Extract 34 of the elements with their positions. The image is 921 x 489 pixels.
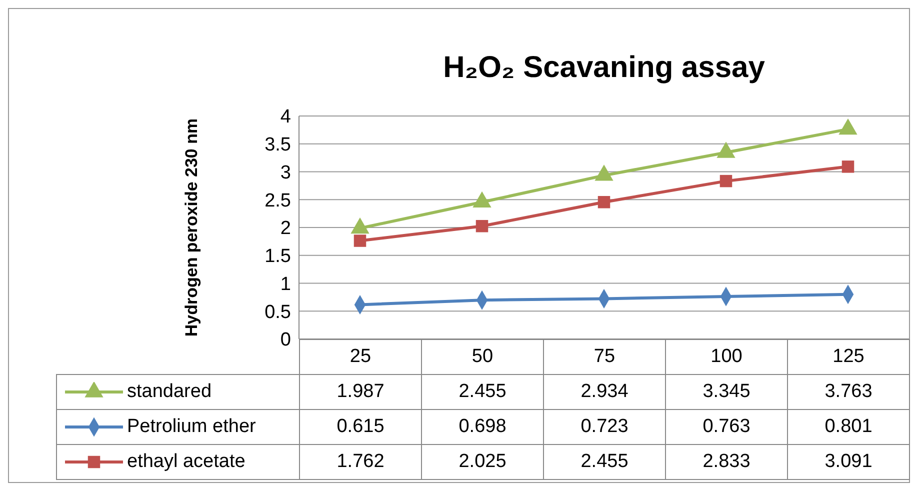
data-label: 3.345 bbox=[665, 374, 788, 410]
data-label: 0.698 bbox=[421, 409, 544, 445]
data-label: 0.801 bbox=[787, 409, 910, 445]
y-tick-label: 3.5 bbox=[264, 134, 291, 156]
data-label: 0.723 bbox=[543, 409, 666, 445]
data-label: 1.762 bbox=[299, 444, 422, 480]
y-tick-label: 0.5 bbox=[264, 302, 291, 323]
data-label: 2.455 bbox=[421, 374, 544, 410]
data-label: 0.615 bbox=[299, 409, 422, 445]
chart-title: H₂O₂ Scavaning assay bbox=[442, 51, 766, 85]
data-label: 2.833 bbox=[665, 444, 788, 480]
x-tick-label: 100 bbox=[665, 339, 788, 375]
legend-label: standared bbox=[127, 381, 212, 403]
data-label: 0.763 bbox=[665, 409, 788, 445]
data-label: 2.025 bbox=[421, 444, 544, 480]
data-label: 3.763 bbox=[787, 374, 910, 410]
x-tick-label: 50 bbox=[421, 339, 544, 375]
x-tick-label: 75 bbox=[543, 339, 666, 375]
y-axis-title: Hydrogen peroxide 230 nm bbox=[182, 118, 202, 337]
data-label: 3.091 bbox=[787, 444, 910, 480]
y-tick-label: 3 bbox=[280, 162, 291, 184]
y-tick-label: 4 bbox=[280, 106, 292, 128]
y-tick-label: 1 bbox=[280, 274, 291, 295]
y-tick-label: 2 bbox=[280, 218, 291, 240]
legend-label: Petrolium ether bbox=[127, 416, 256, 438]
x-tick-label: 25 bbox=[299, 339, 422, 375]
y-tick-label: 0 bbox=[280, 330, 291, 351]
data-label: 2.934 bbox=[543, 374, 666, 410]
legend-label: ethayl acetate bbox=[127, 451, 246, 473]
data-label: 1.987 bbox=[299, 374, 422, 410]
y-tick-label: 2.5 bbox=[264, 190, 291, 212]
data-label: 2.455 bbox=[543, 444, 666, 480]
y-tick-label: 1.5 bbox=[264, 246, 291, 268]
x-tick-label: 125 bbox=[787, 339, 910, 375]
